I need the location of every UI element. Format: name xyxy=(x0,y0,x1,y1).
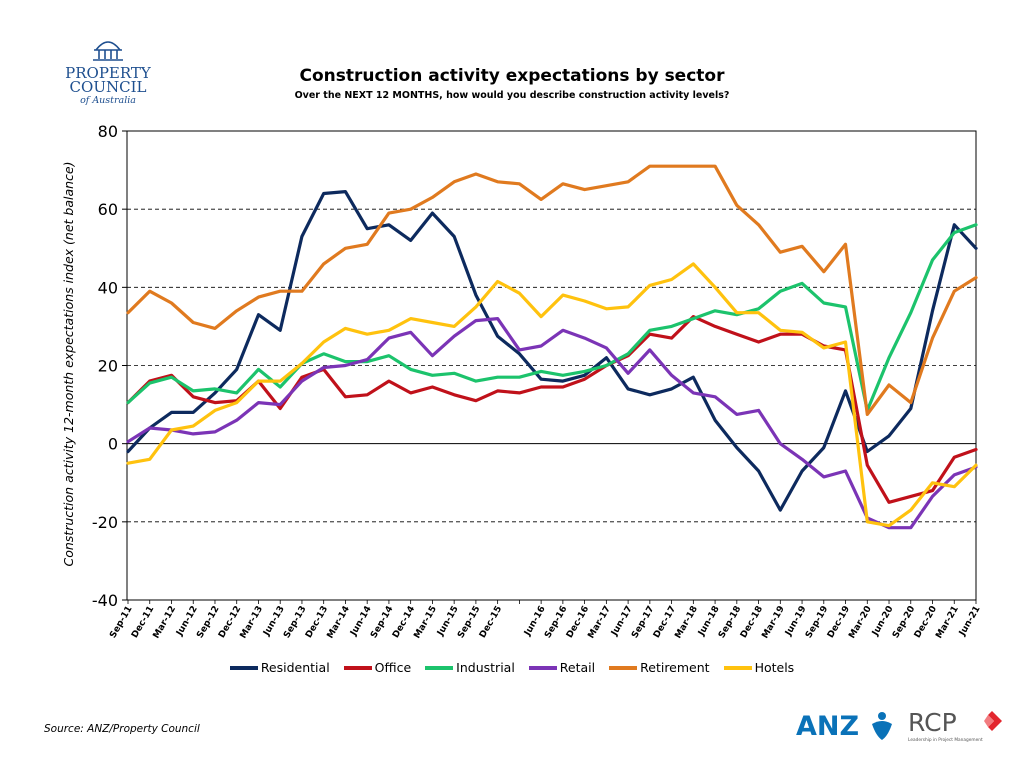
rcp-diamond-icon xyxy=(984,711,1002,731)
legend-swatch xyxy=(425,665,454,670)
series-line-residential xyxy=(126,190,978,512)
y-tick-label: 40 xyxy=(98,278,118,297)
series-line-hotels xyxy=(126,262,978,528)
legend-item-industrial: Industrial xyxy=(425,660,515,675)
legend-item-retail: Retail xyxy=(528,660,596,675)
legend-swatch xyxy=(343,665,372,670)
series-line-retail xyxy=(126,317,978,530)
legend-label: Hotels xyxy=(754,660,795,675)
legend-item-retirement: Retirement xyxy=(609,660,710,675)
rcp-tagline: Leadership in Project Management xyxy=(908,737,983,743)
legend-swatch xyxy=(229,665,258,670)
property-council-logo: PROPERTY COUNCIL of Australia xyxy=(48,28,168,108)
legend-label: Office xyxy=(374,660,412,675)
legend-swatch xyxy=(609,665,638,670)
anz-people-icon xyxy=(872,712,892,740)
legend-swatch xyxy=(723,665,752,670)
rcp-logo: RCP Leadership in Project Management xyxy=(908,705,1008,745)
logo-line-3: of Australia xyxy=(80,95,136,106)
anz-logo-text: ANZ xyxy=(796,711,859,742)
grid-layer xyxy=(127,208,976,523)
y-tick-label: -20 xyxy=(92,513,118,532)
y-tick-label: 60 xyxy=(98,200,118,219)
property-council-emblem-icon: PROPERTY COUNCIL of Australia xyxy=(65,41,152,106)
legend-item-office: Office xyxy=(343,660,412,675)
series-line-industrial xyxy=(126,223,978,412)
y-tick-label: 0 xyxy=(108,435,118,454)
legend-label: Retail xyxy=(559,660,596,675)
legend-label: Industrial xyxy=(456,660,515,675)
y-tick-label: 20 xyxy=(98,357,118,376)
legend-label: Residential xyxy=(260,660,330,675)
chart-legend: Residential Office Industrial Retail Retirem… xyxy=(0,660,1024,675)
x-tick-label: Jun-21 xyxy=(957,605,982,639)
chart-subtitle: Over the NEXT 12 MONTHS, how would you d… xyxy=(294,90,730,101)
legend-item-residential: Residential xyxy=(229,660,330,675)
series-line-retirement xyxy=(126,164,978,416)
legend-label: Retirement xyxy=(640,660,710,675)
logo-line-2: COUNCIL xyxy=(70,78,147,96)
source-note: Source: ANZ/Property Council xyxy=(44,723,200,735)
series-line-office xyxy=(126,315,978,504)
y-axis-label: Construction activity 12-month expectati… xyxy=(61,162,76,567)
rcp-logo-text: RCP xyxy=(908,708,957,737)
chart-title: Construction activity expectations by se… xyxy=(299,66,725,86)
anz-logo: ANZ xyxy=(796,706,896,742)
logo-line-1: PROPERTY xyxy=(65,64,152,82)
series-layer xyxy=(126,164,978,530)
y-tick-label: 80 xyxy=(98,122,118,141)
legend-swatch xyxy=(528,665,557,670)
y-tick-label: -40 xyxy=(92,591,118,610)
legend-item-hotels: Hotels xyxy=(723,660,795,675)
